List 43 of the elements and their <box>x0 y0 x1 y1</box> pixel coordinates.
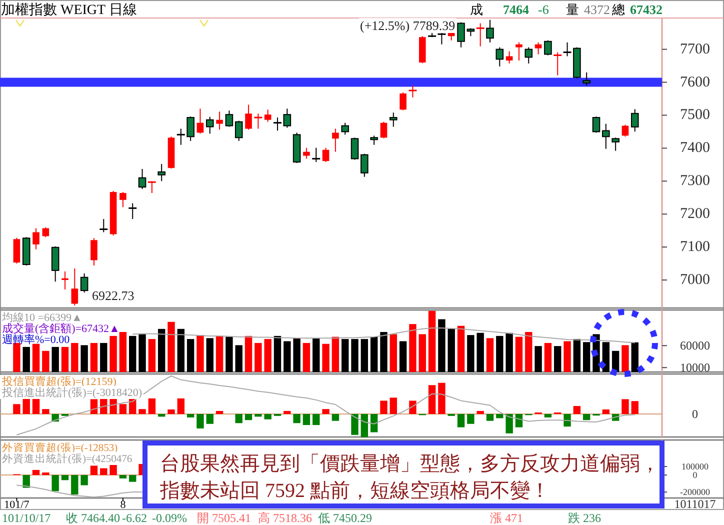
annotation: 外資進出統計(張)=(4250476 <box>2 452 132 465</box>
annotation: 台股果然再見到「價跌量增」型態，多方反攻力道偏弱， <box>160 452 660 475</box>
text: 7464 <box>503 2 530 17</box>
text: 4372 <box>584 2 610 17</box>
text: 量 <box>566 2 579 17</box>
text: 成 <box>470 2 483 17</box>
text: 漲 471 <box>490 511 523 525</box>
x-tick-label: 8 <box>120 499 126 511</box>
text-box: 台股果然再見到「價跌量增」型態，多方反攻力道偏弱， 指數未站回 7592 點前，短線空頭格局不變！ <box>142 440 664 508</box>
x-tick-label: 101/7 <box>4 499 30 511</box>
annotation: 成交量(含鉅額)=67432▲ <box>2 322 120 335</box>
text: 開 7505.41 <box>197 511 251 525</box>
text: -6 <box>538 2 550 17</box>
y-tick-label: -200000 <box>680 487 710 498</box>
y-tick-label: 7000 <box>680 272 710 288</box>
chart-title: 加權指數 WEIGT 日線 <box>1 2 137 18</box>
annotation: 週轉率%=0.00 <box>2 333 70 346</box>
y-tick-label: 7100 <box>680 239 710 256</box>
text: -6.62 <box>122 511 147 525</box>
y-tick-label: 7200 <box>680 206 710 222</box>
y-tick-label: 7700 <box>680 41 710 58</box>
y-tick-label: 7500 <box>680 107 710 124</box>
text: 1011017 <box>674 497 716 511</box>
y-tick-label: 7300 <box>680 173 710 190</box>
text: 101/10/17 <box>2 511 51 525</box>
text: 總 <box>611 2 625 17</box>
y-tick-label: 7400 <box>680 140 710 156</box>
y-tick-label: 7600 <box>680 74 710 90</box>
text: 高 7518.36 <box>258 511 312 525</box>
y-tick-label: 60000 <box>680 338 710 353</box>
annotation: (+12.5%) 7789.39 <box>360 18 456 33</box>
annotation: 均線10 =66399▲ <box>1 312 82 324</box>
text: 跌 236 <box>568 511 601 525</box>
annotation: 指數未站回 7592 點前，短線空頭格局不變！ <box>159 480 550 502</box>
text: 67432 <box>630 2 662 17</box>
text: -0.09% <box>152 511 187 525</box>
y-tick-label: 100000 <box>682 462 709 472</box>
text: 低 7450.29 <box>318 511 372 525</box>
text: 收 7464.40 <box>66 511 120 525</box>
annotation: 投信進出統計(張)=(-3018420) <box>1 386 142 399</box>
annotation: 6922.73 <box>92 288 134 303</box>
y-tick-label: 0 <box>692 470 698 480</box>
y-tick-label: 10000 <box>680 360 710 375</box>
